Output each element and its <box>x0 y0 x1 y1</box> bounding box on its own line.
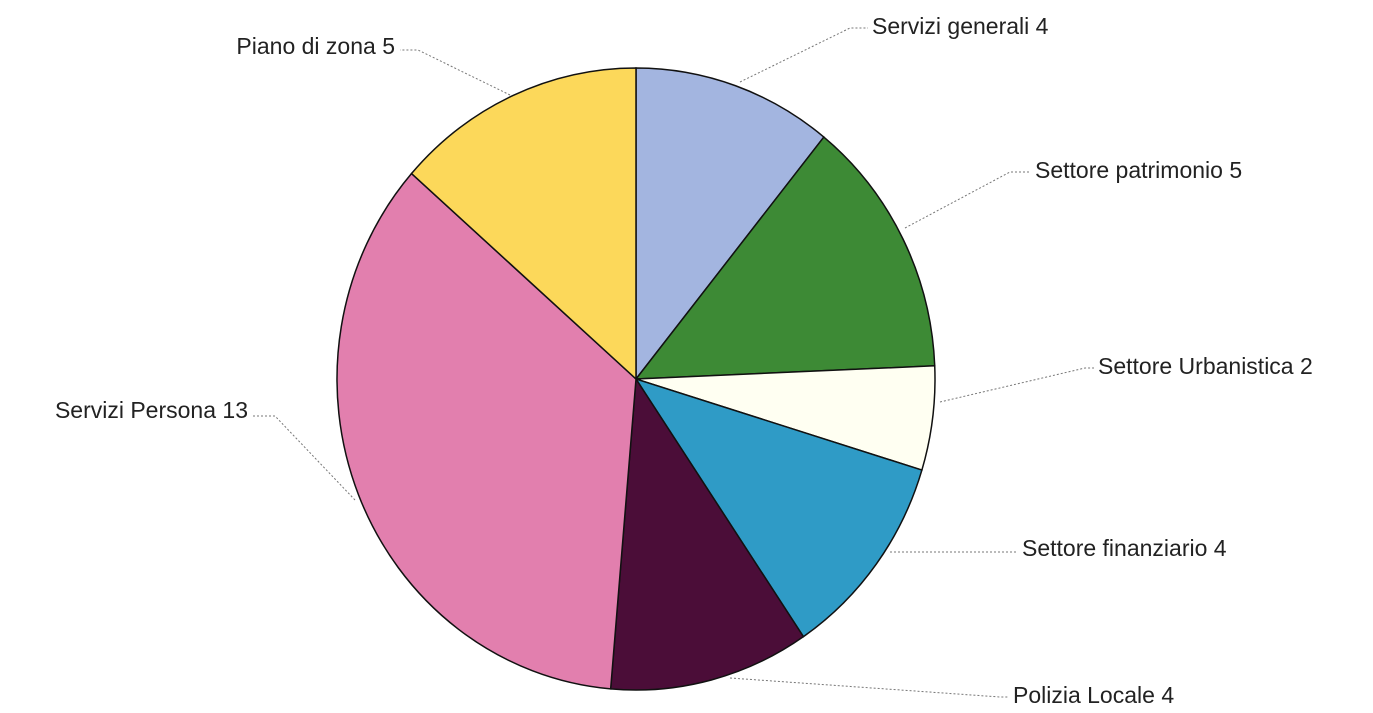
slice-label: Servizi generali 4 <box>872 13 1049 39</box>
leader-line <box>739 27 868 83</box>
slice-name: Polizia Locale <box>1013 682 1155 708</box>
slice-value: 4 <box>1214 535 1227 561</box>
slice-value: 2 <box>1300 353 1313 379</box>
leader-line <box>904 171 1030 229</box>
slice-name: Settore patrimonio <box>1035 157 1223 183</box>
leader-line <box>253 415 356 501</box>
slice-label: Polizia Locale 4 <box>1013 682 1174 708</box>
slice-label: Settore Urbanistica 2 <box>1098 353 1313 379</box>
pie-slice <box>609 376 805 691</box>
slice-name: Settore finanziario <box>1022 535 1207 561</box>
slice-label: Piano di zona 5 <box>236 33 395 59</box>
slice-label: Settore patrimonio 5 <box>1035 157 1242 183</box>
pie-slice <box>410 67 637 381</box>
leader-line <box>400 49 511 96</box>
leader-line <box>939 367 1094 403</box>
slice-value: 5 <box>1229 157 1242 183</box>
slice-label: Settore finanziario 4 <box>1022 535 1227 561</box>
pie-slice <box>634 135 936 380</box>
slice-label: Servizi Persona 13 <box>55 397 248 423</box>
slice-name: Servizi generali <box>872 13 1029 39</box>
slice-name: Piano di zona <box>236 33 376 59</box>
pie-slice <box>634 377 923 638</box>
leader-line <box>729 677 1009 698</box>
pie-slice <box>336 172 637 690</box>
slice-value: 5 <box>382 33 395 59</box>
slice-name: Settore Urbanistica <box>1098 353 1294 379</box>
slice-value: 4 <box>1036 13 1049 39</box>
slice-value: 13 <box>222 397 248 423</box>
slice-name: Servizi Persona <box>55 397 216 423</box>
slice-value: 4 <box>1161 682 1174 708</box>
pie-slice <box>635 67 825 382</box>
